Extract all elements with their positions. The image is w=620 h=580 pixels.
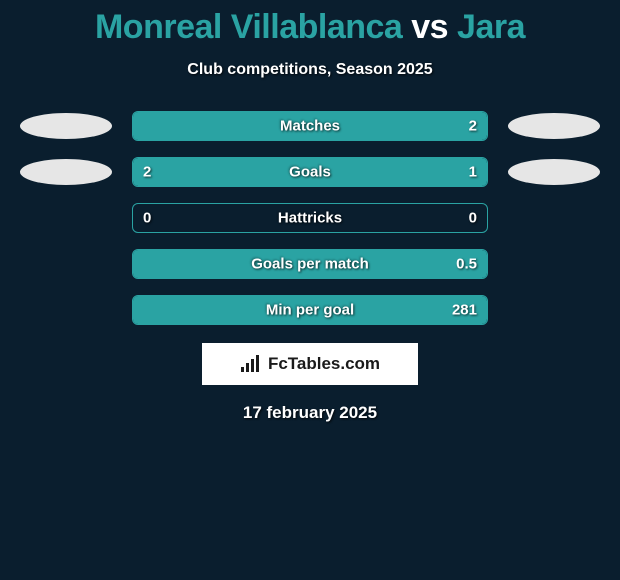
stat-row: 0 Hattricks 0	[20, 203, 600, 233]
player2-name: Jara	[457, 8, 525, 46]
stat-bar: Min per goal 281	[132, 295, 488, 325]
stat-value-right: 2	[469, 118, 477, 135]
player2-oval-icon	[508, 113, 600, 139]
stat-value-right: 0	[469, 210, 477, 227]
stat-bar: Matches 2	[132, 111, 488, 141]
stat-row: Min per goal 281	[20, 295, 600, 325]
stats-chart: Matches 2 2 Goals 1 0 Hattricks 0	[0, 111, 620, 325]
stat-value-right: 1	[469, 164, 477, 181]
stat-value-right: 281	[452, 302, 477, 319]
stat-row: Goals per match 0.5	[20, 249, 600, 279]
stat-label: Matches	[280, 118, 340, 135]
bar-chart-icon	[240, 355, 262, 373]
player1-oval-icon	[20, 113, 112, 139]
brand-badge: FcTables.com	[202, 343, 418, 385]
stat-value-left: 0	[143, 210, 151, 227]
comparison-title: Monreal Villablanca vs Jara	[0, 0, 620, 47]
vs-text: vs	[411, 8, 448, 46]
player1-oval-icon	[20, 159, 112, 185]
stat-row: 2 Goals 1	[20, 157, 600, 187]
subtitle: Club competitions, Season 2025	[0, 61, 620, 79]
stat-row: Matches 2	[20, 111, 600, 141]
stat-value-right: 0.5	[456, 256, 477, 273]
player1-name: Monreal Villablanca	[95, 8, 402, 46]
bar-fill-left	[133, 158, 367, 186]
stat-label: Min per goal	[266, 302, 354, 319]
stat-label: Hattricks	[278, 210, 342, 227]
stat-value-left: 2	[143, 164, 151, 181]
stat-bar: 2 Goals 1	[132, 157, 488, 187]
brand-text: FcTables.com	[268, 354, 380, 374]
stat-label: Goals	[289, 164, 331, 181]
date-text: 17 february 2025	[0, 403, 620, 423]
player2-oval-icon	[508, 159, 600, 185]
stat-bar: 0 Hattricks 0	[132, 203, 488, 233]
stat-bar: Goals per match 0.5	[132, 249, 488, 279]
stat-label: Goals per match	[251, 256, 369, 273]
